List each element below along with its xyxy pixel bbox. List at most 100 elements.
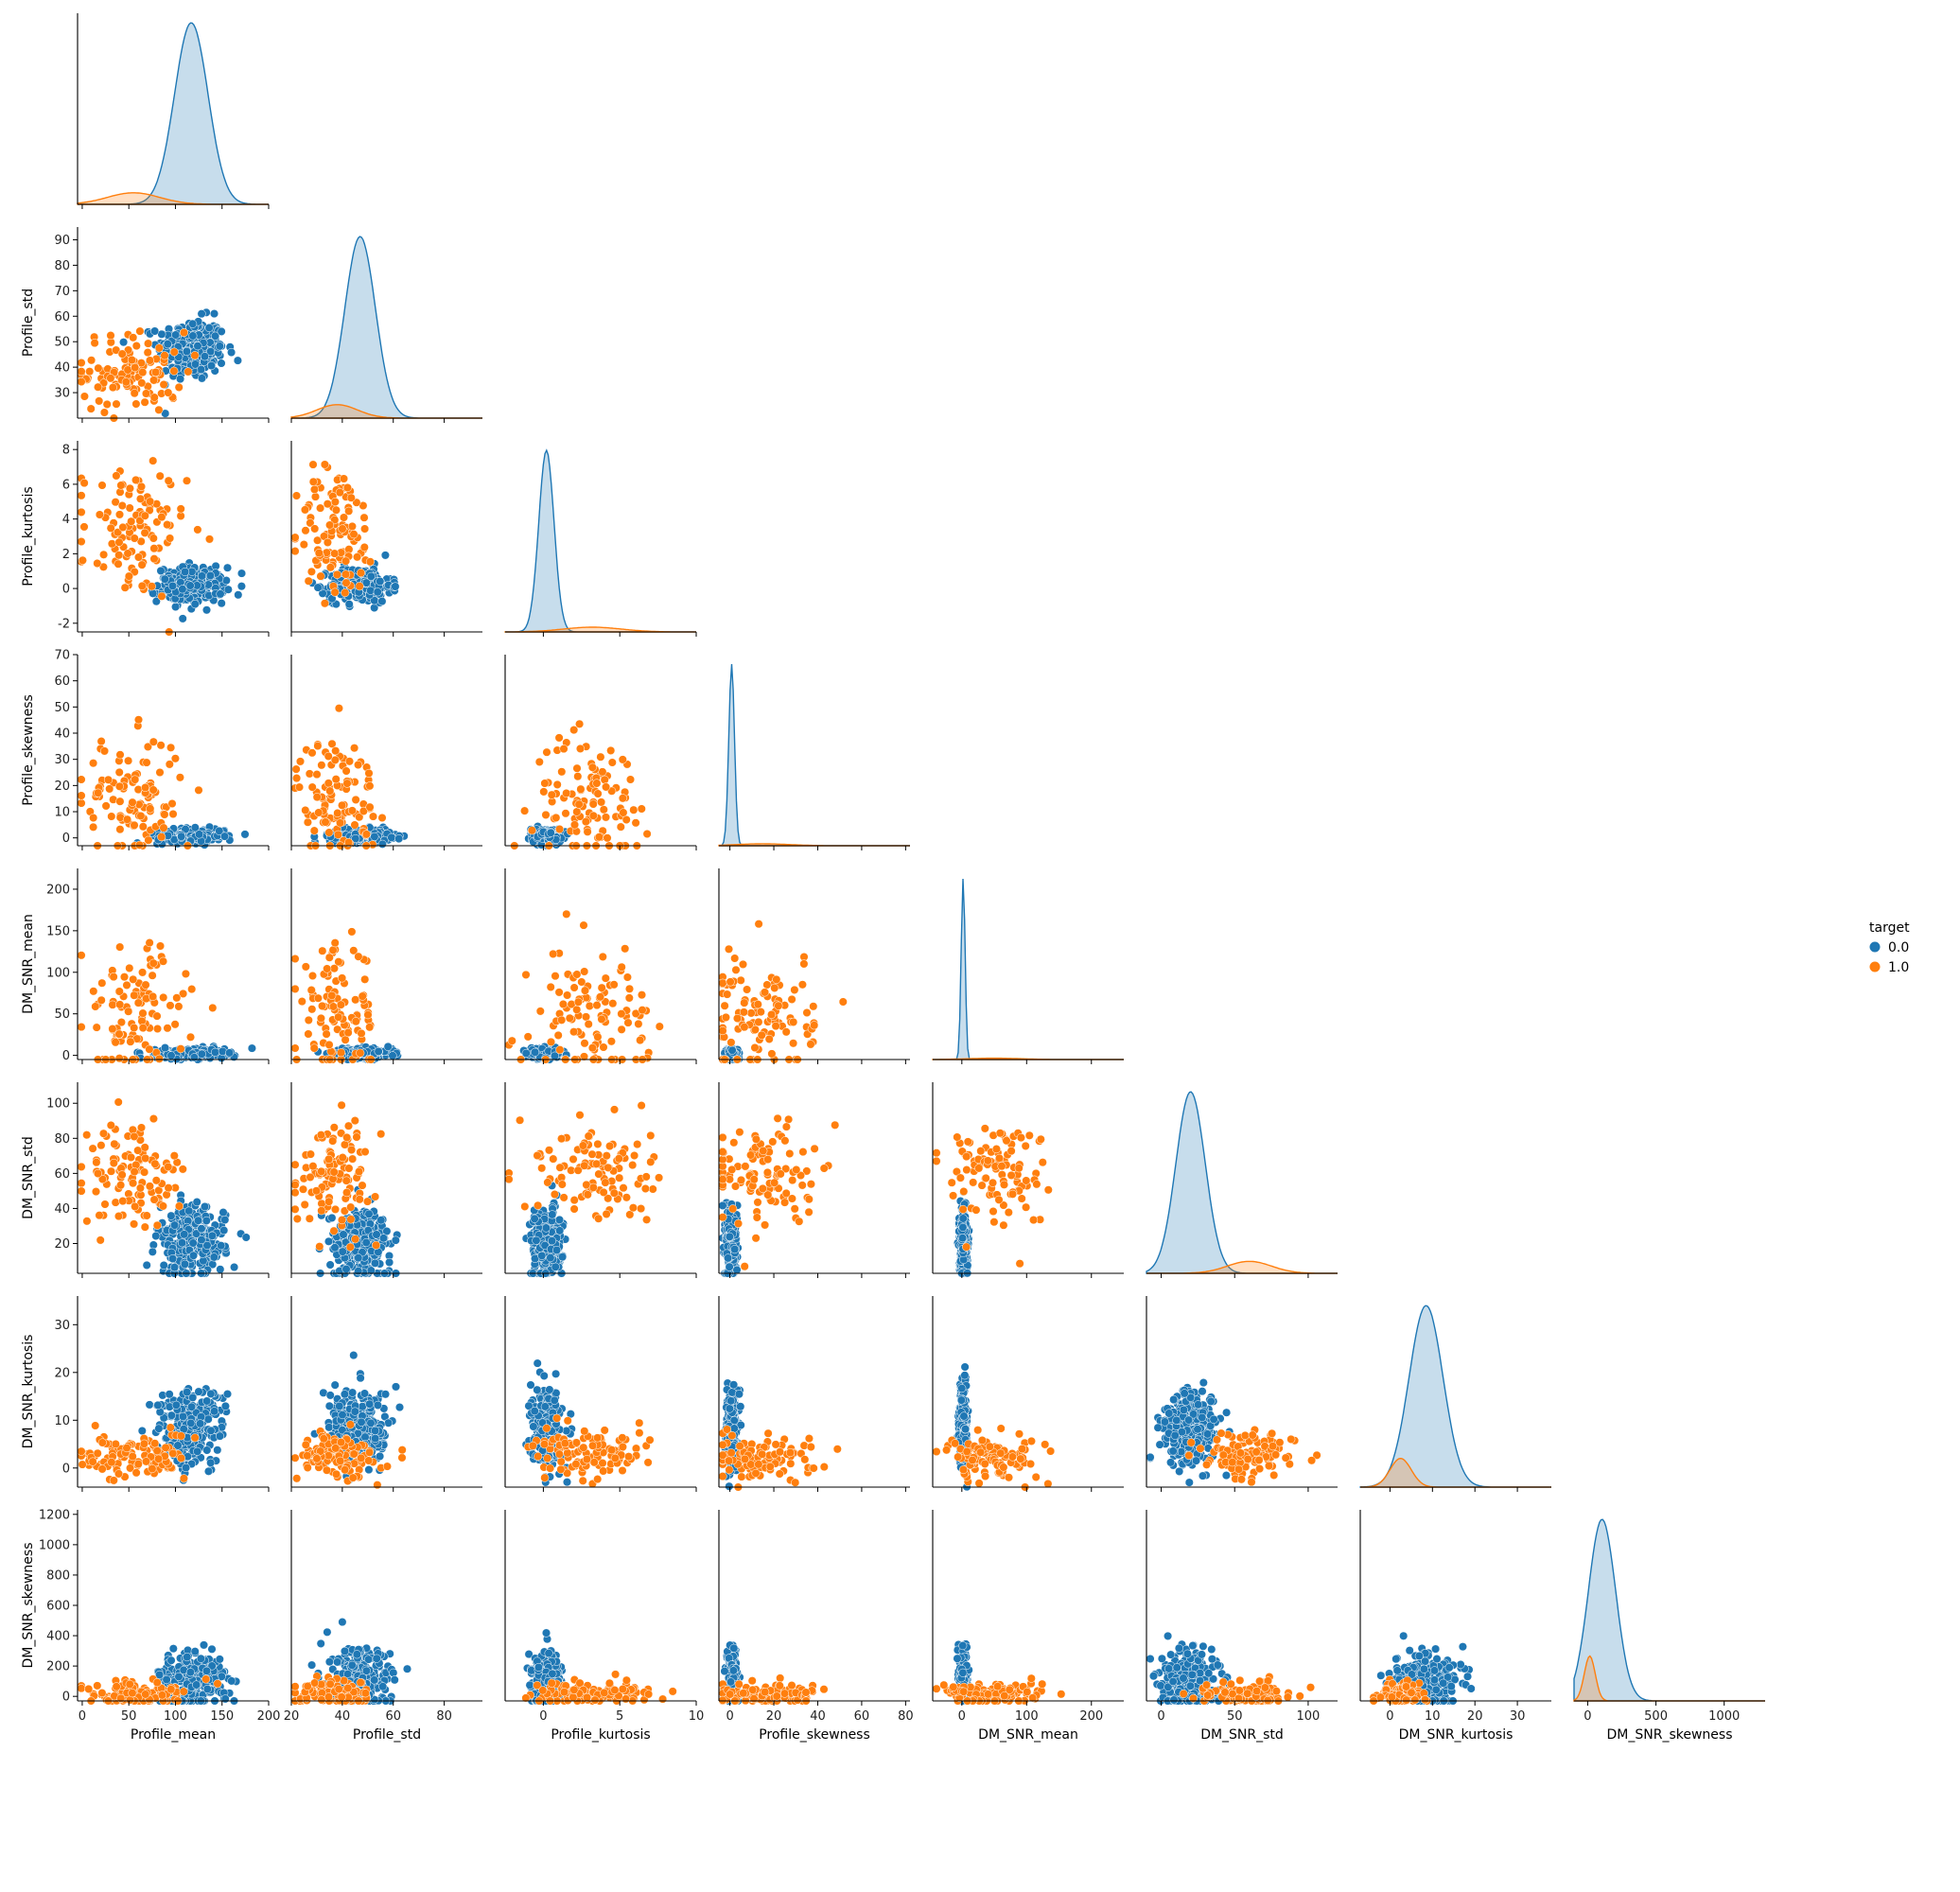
point-class-1 <box>756 1007 765 1017</box>
point-class-0 <box>177 1238 187 1248</box>
ytick-label: 40 <box>54 727 70 742</box>
point-class-1 <box>106 1166 116 1176</box>
point-class-1 <box>317 1166 326 1176</box>
point-class-1 <box>592 1159 602 1168</box>
point-class-1 <box>604 1163 613 1172</box>
point-class-1 <box>549 1154 558 1164</box>
point-class-1 <box>609 1188 619 1198</box>
point-class-1 <box>142 1211 151 1220</box>
point-class-1 <box>93 1168 103 1179</box>
point-class-1 <box>305 1214 314 1223</box>
point-class-1 <box>308 1162 318 1171</box>
point-class-0 <box>217 359 226 368</box>
ytick-label: 200 <box>46 883 70 897</box>
point-class-0 <box>200 1201 210 1212</box>
point-class-1 <box>633 1140 642 1149</box>
point-class-1 <box>147 582 156 591</box>
point-class-1 <box>111 1038 120 1047</box>
point-class-0 <box>160 1043 170 1053</box>
point-class-1 <box>151 1176 161 1185</box>
point-class-0 <box>210 1047 220 1057</box>
point-class-1 <box>105 784 114 794</box>
point-class-1 <box>140 1222 149 1232</box>
point-class-1 <box>572 807 582 816</box>
point-class-1 <box>342 1132 352 1142</box>
ytick-label: 100 <box>46 966 70 980</box>
point-class-1 <box>77 951 86 960</box>
point-class-1 <box>145 1044 154 1054</box>
point-class-1 <box>356 569 366 578</box>
point-class-1 <box>539 787 549 797</box>
point-class-1 <box>169 347 179 357</box>
point-class-1 <box>149 785 158 795</box>
point-class-1 <box>334 704 343 713</box>
point-class-1 <box>546 982 555 991</box>
point-class-1 <box>145 938 154 948</box>
panel-DM_SNR_mean-vs-Profile_kurtosis <box>504 868 697 1064</box>
point-class-1 <box>609 980 619 990</box>
point-class-0 <box>197 1235 206 1245</box>
point-class-1 <box>324 779 333 788</box>
point-class-1 <box>605 1141 615 1151</box>
point-class-1 <box>746 1008 756 1018</box>
ytick-label: 0 <box>62 583 70 597</box>
point-class-1 <box>318 946 327 955</box>
point-class-1 <box>350 820 359 830</box>
point-class-1 <box>135 326 145 336</box>
point-class-1 <box>169 366 179 376</box>
point-class-1 <box>333 830 343 839</box>
ytick-label: 70 <box>54 649 70 663</box>
point-class-1 <box>116 1181 126 1190</box>
point-class-1 <box>648 1184 657 1194</box>
point-class-1 <box>204 534 215 544</box>
point-class-1 <box>619 1183 628 1193</box>
point-class-1 <box>337 1100 346 1110</box>
point-class-1 <box>155 767 165 778</box>
point-class-1 <box>93 558 102 569</box>
point-class-1 <box>593 1139 603 1148</box>
point-class-1 <box>108 1000 117 1009</box>
point-class-1 <box>624 984 635 993</box>
point-class-0 <box>166 1211 176 1220</box>
point-class-1 <box>598 767 607 777</box>
point-class-1 <box>617 1009 626 1019</box>
point-class-1 <box>149 534 158 543</box>
panel-DM_SNR_std-vs-Profile_std <box>290 1082 482 1278</box>
point-class-0 <box>377 597 387 606</box>
point-class-0 <box>142 1260 151 1270</box>
point-class-1 <box>310 524 320 534</box>
point-class-1 <box>314 549 324 558</box>
point-class-1 <box>569 983 579 992</box>
point-class-1 <box>726 977 735 987</box>
point-class-1 <box>547 790 556 799</box>
point-class-1 <box>164 476 173 485</box>
point-class-0 <box>200 352 210 361</box>
point-class-1 <box>572 970 582 979</box>
point-class-1 <box>316 1130 325 1140</box>
point-class-1 <box>625 775 636 784</box>
point-class-1 <box>125 503 134 513</box>
point-class-0 <box>170 1220 180 1230</box>
point-class-1 <box>292 1214 302 1223</box>
point-class-1 <box>331 746 341 756</box>
point-class-1 <box>569 1027 579 1037</box>
point-class-1 <box>342 779 352 788</box>
point-class-1 <box>622 972 632 982</box>
point-class-1 <box>148 971 157 980</box>
point-class-1 <box>580 986 590 995</box>
point-class-1 <box>126 1152 136 1162</box>
point-class-1 <box>290 1160 300 1169</box>
point-class-1 <box>133 552 144 562</box>
point-class-0 <box>541 1223 551 1233</box>
point-class-1 <box>324 1197 334 1206</box>
point-class-1 <box>608 999 618 1008</box>
point-class-0 <box>148 1247 157 1256</box>
point-class-1 <box>341 766 351 776</box>
point-class-1 <box>123 365 132 375</box>
point-class-1 <box>646 1157 656 1166</box>
point-class-1 <box>623 1018 633 1027</box>
point-class-0 <box>377 839 387 849</box>
point-class-1 <box>757 1030 766 1040</box>
point-class-1 <box>338 524 347 534</box>
panel-DM_SNR_std-vs-Profile_skewness <box>718 1082 910 1278</box>
